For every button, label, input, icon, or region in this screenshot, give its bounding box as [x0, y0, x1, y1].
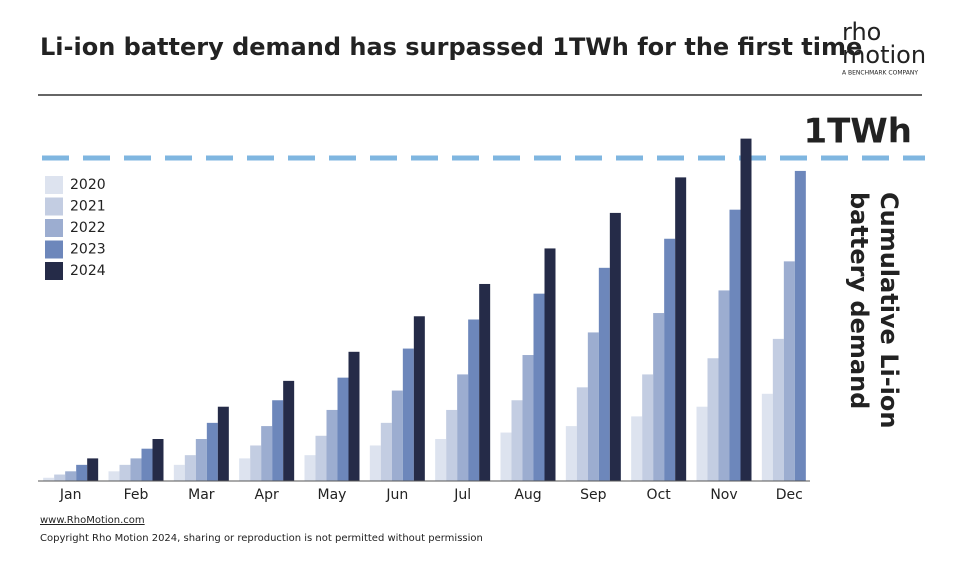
x-tick-label: Jul	[453, 487, 471, 503]
bar	[402, 348, 414, 481]
reference-label: 1TWh	[803, 112, 912, 152]
bar	[326, 409, 338, 481]
bar	[206, 422, 218, 481]
bar	[76, 464, 88, 481]
bar	[130, 458, 142, 481]
bar	[446, 409, 458, 481]
bar	[642, 374, 654, 481]
bar	[511, 400, 523, 481]
footer-copyright: Copyright Rho Motion 2024, sharing or re…	[40, 533, 483, 544]
x-tick-label: Oct	[647, 487, 672, 503]
bar	[435, 439, 447, 481]
bar	[65, 471, 77, 481]
bar	[217, 406, 229, 481]
legend-label: 2020	[70, 177, 106, 193]
bar	[54, 474, 66, 481]
bar	[718, 290, 730, 481]
bar	[348, 351, 360, 481]
bar	[609, 212, 621, 481]
bar	[272, 400, 284, 481]
bar	[87, 458, 99, 481]
logo-tagline: A BENCHMARK COMPANY	[842, 70, 918, 77]
logo-line1: rho	[842, 18, 881, 46]
bar	[184, 455, 196, 481]
x-tick-label: Jan	[59, 487, 82, 503]
bar	[141, 448, 153, 481]
bar	[479, 283, 491, 481]
legend-swatch	[45, 176, 63, 194]
bar	[653, 313, 665, 481]
x-tick-label: Feb	[124, 487, 149, 503]
bar	[707, 358, 719, 481]
bar	[565, 426, 577, 481]
x-tick-label: Jun	[385, 487, 408, 503]
bar	[533, 293, 545, 481]
bar	[283, 380, 295, 481]
bar	[576, 387, 588, 481]
bar	[304, 455, 316, 481]
legend-label: 2024	[70, 263, 106, 279]
bar	[544, 248, 556, 481]
legend-label: 2022	[70, 220, 106, 236]
bar	[794, 170, 806, 482]
bar	[152, 439, 164, 481]
x-tick-label: Apr	[255, 487, 279, 503]
x-tick-label: May	[318, 487, 347, 503]
x-tick-label: Aug	[514, 487, 541, 503]
bar	[457, 374, 469, 481]
legend-label: 2023	[70, 242, 106, 258]
bar	[740, 138, 752, 481]
x-tick-label: Mar	[188, 487, 215, 503]
bar	[239, 458, 251, 481]
bar	[587, 332, 599, 481]
bar	[500, 432, 512, 481]
y-axis-label: battery demand	[845, 192, 873, 409]
bar	[468, 319, 480, 481]
bar	[391, 390, 403, 481]
bar	[250, 445, 262, 481]
bar	[195, 439, 207, 481]
x-tick-label: Dec	[776, 487, 803, 503]
bar	[43, 477, 55, 481]
bar	[761, 393, 773, 481]
bar	[119, 464, 131, 481]
bar	[631, 416, 643, 481]
bar	[675, 177, 687, 481]
logo-line2: motion	[842, 41, 926, 69]
chart-title: Li-ion battery demand has surpassed 1TWh…	[40, 33, 862, 61]
bar	[772, 338, 784, 481]
bar	[413, 316, 425, 481]
bar	[783, 261, 795, 481]
bar	[380, 422, 392, 481]
legend-label: 2021	[70, 199, 106, 215]
bar	[315, 435, 327, 481]
bar	[522, 355, 534, 481]
x-tick-label: Nov	[710, 487, 737, 503]
legend-swatch	[45, 262, 63, 280]
footer-website: www.RhoMotion.com	[40, 515, 145, 526]
y-axis-label: Cumulative Li-ion	[875, 192, 903, 428]
bar	[664, 238, 676, 481]
bar	[369, 445, 381, 481]
legend-swatch	[45, 240, 63, 259]
bar	[261, 426, 273, 481]
x-tick-label: Sep	[580, 487, 607, 503]
bar	[729, 209, 741, 481]
bar	[696, 406, 708, 481]
bar	[598, 267, 610, 481]
bar	[173, 464, 185, 481]
legend-swatch	[45, 219, 63, 237]
legend-swatch	[45, 197, 63, 216]
bar	[337, 377, 349, 481]
bar	[108, 471, 120, 481]
